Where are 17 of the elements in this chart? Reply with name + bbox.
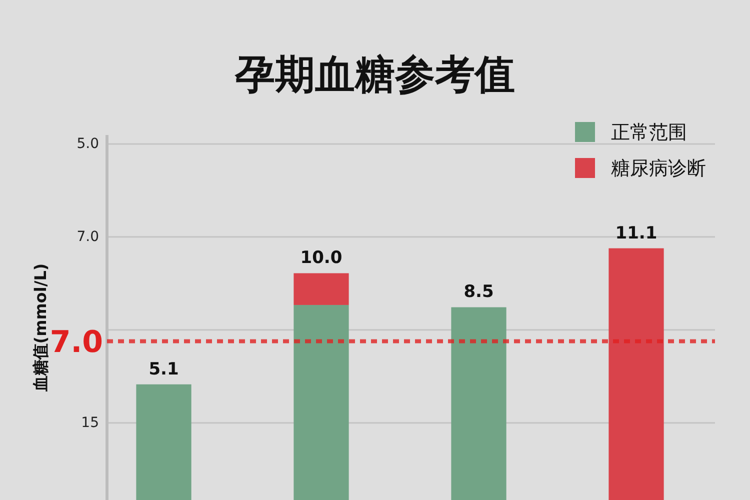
y-axis-title: 血糖值(mmol/L) bbox=[31, 263, 50, 393]
total-label: 10.0 bbox=[300, 248, 342, 268]
text: 15 bbox=[81, 414, 99, 431]
data-label: 8.5 bbox=[464, 282, 494, 302]
legend-label: 糖尿病诊断 bbox=[611, 158, 706, 180]
legend-label: 正常范围 bbox=[611, 122, 687, 144]
chart-title: 孕期血糖参考值 bbox=[234, 52, 515, 98]
data-label: 11.1 bbox=[615, 223, 658, 244]
text: 5.0 bbox=[76, 136, 99, 152]
text: 7.0 bbox=[76, 228, 99, 245]
bar bbox=[451, 307, 506, 500]
data-label: 5.1 bbox=[148, 359, 179, 380]
ref-line-label: 7.0 bbox=[50, 324, 103, 360]
bar bbox=[608, 248, 664, 500]
bar bbox=[294, 273, 349, 305]
bar bbox=[136, 384, 192, 500]
bar bbox=[294, 304, 349, 500]
